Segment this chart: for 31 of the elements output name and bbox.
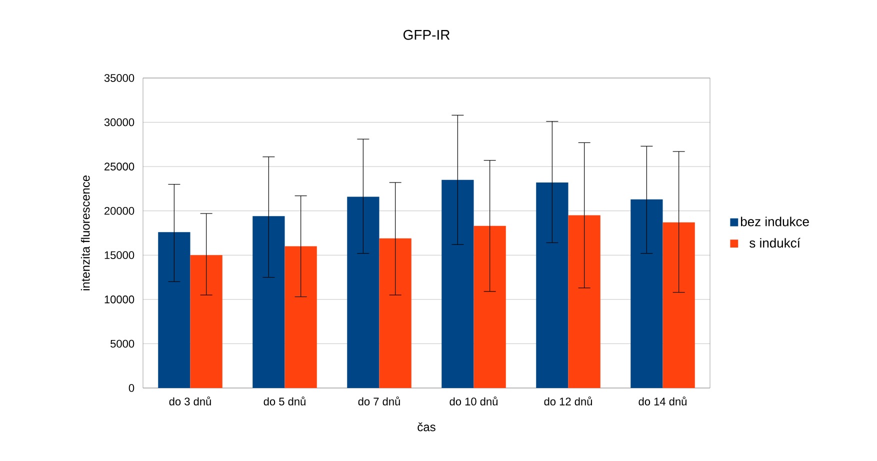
y-axis-title: intenzita fluorescence [80,176,90,290]
bar [379,238,412,388]
x-tick-label: do 3 dnů [169,396,211,406]
x-tick-label: do 7 dnů [358,396,400,406]
y-tick-label: 10000 [104,296,134,304]
x-tick-label: do 12 dnů [544,396,592,406]
chart-title: GFP-IR [403,30,450,40]
x-tick-label: do 10 dnů [450,396,498,406]
y-tick-label: 25000 [104,162,134,170]
bar [158,232,190,388]
bar [568,215,600,388]
y-tick-label: 0 [128,384,134,392]
bar [284,246,317,388]
bar [347,196,380,388]
bar [442,180,474,388]
bar [630,199,663,388]
x-tick-label: do 14 dnů [638,396,686,406]
bar [662,222,695,388]
legend-label: bez indukce [740,216,809,226]
x-tick-label: do 5 dnů [264,396,306,406]
y-tick-label: 15000 [104,251,134,260]
y-tick-label: 5000 [110,340,134,348]
x-axis-title: čas [418,422,436,432]
legend-label: s indukcí [750,238,800,248]
y-tick-label: 35000 [104,74,134,82]
bar [536,182,568,388]
bar [190,255,222,388]
y-tick-label: 30000 [104,118,134,126]
bar [252,216,285,388]
y-tick-label: 20000 [104,206,134,215]
bar [474,226,506,388]
